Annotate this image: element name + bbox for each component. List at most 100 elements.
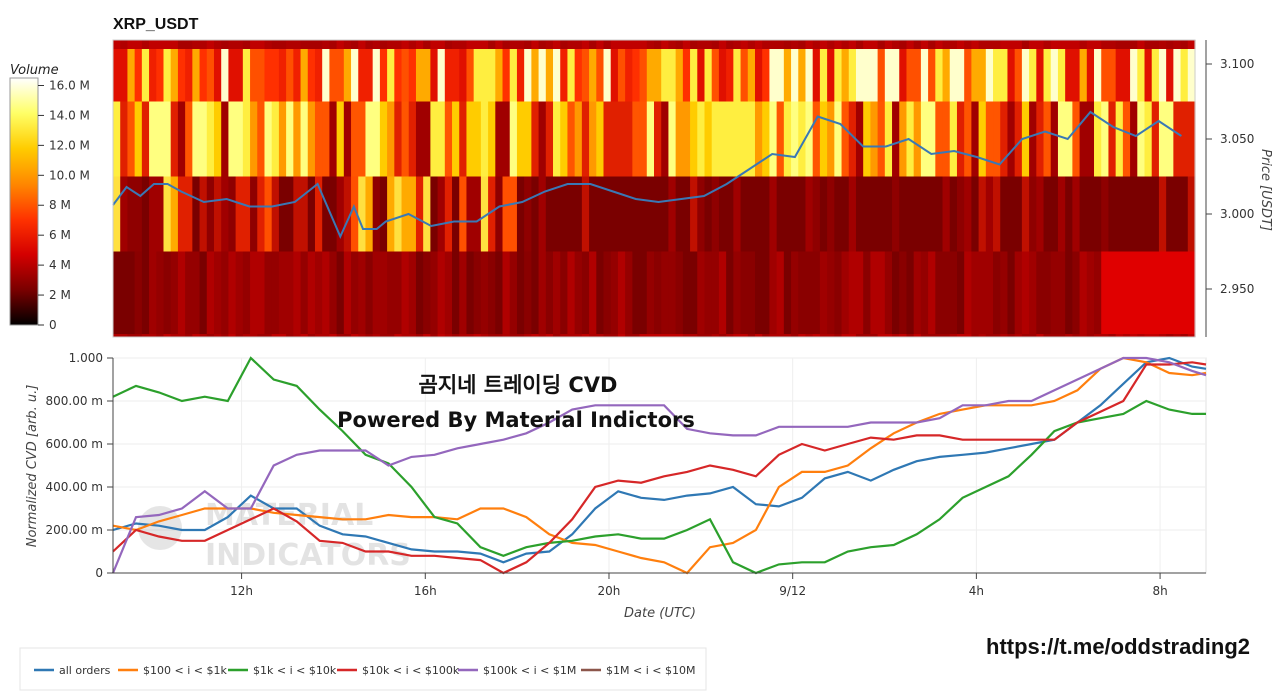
heatmap-cell — [415, 334, 424, 337]
heatmap-cell — [538, 49, 547, 102]
heatmap-cell — [257, 251, 266, 334]
heatmap-cell — [985, 101, 994, 177]
heatmap-cell — [156, 40, 165, 49]
heatmap-cell — [120, 40, 129, 49]
heatmap-cell — [1166, 49, 1174, 102]
heatmap-cell — [213, 49, 222, 102]
heatmap-cell — [430, 49, 439, 102]
heatmap-cell — [235, 251, 244, 334]
heatmap-cell — [221, 40, 230, 49]
heatmap-cell — [538, 176, 547, 252]
heatmap-cell — [791, 176, 799, 252]
heatmap-cell — [935, 334, 944, 337]
heatmap-cell — [322, 40, 330, 49]
heatmap-cell — [827, 49, 835, 102]
heatmap-cell — [1057, 49, 1066, 102]
heatmap-cell — [293, 40, 302, 49]
heatmap-cell — [704, 40, 713, 49]
heatmap-cell — [906, 334, 915, 337]
heatmap-cell — [1021, 176, 1030, 252]
heatmap-cell — [199, 176, 208, 252]
heatmap-cell — [351, 251, 359, 334]
heatmap-cell — [812, 176, 821, 252]
heatmap-cell — [120, 176, 129, 252]
heatmap-cell — [661, 101, 670, 177]
heatmap-cell — [733, 40, 742, 49]
heatmap-cell — [545, 251, 554, 334]
heatmap-cell — [170, 49, 179, 102]
heatmap-cell — [740, 334, 749, 337]
heatmap-cell — [567, 40, 576, 49]
heatmap-cell — [415, 49, 424, 102]
heatmap-cell — [531, 251, 540, 334]
heatmap-cell — [675, 40, 684, 49]
heatmap-cell — [581, 334, 590, 337]
heatmap-cell — [1043, 251, 1052, 334]
heatmap-cell — [949, 101, 958, 177]
heatmap-cell — [206, 40, 215, 49]
heatmap-cell — [322, 251, 330, 334]
cvd-x-tick-label: 8h — [1152, 584, 1167, 598]
heatmap-cell — [718, 251, 727, 334]
heatmap-cell — [336, 40, 345, 49]
heatmap-cell — [358, 101, 367, 177]
heatmap-cell — [351, 49, 359, 102]
heatmap-cell — [271, 40, 280, 49]
heatmap-cell — [892, 334, 900, 337]
heatmap-cell — [971, 334, 980, 337]
heatmap-cell — [646, 334, 655, 337]
heatmap-cell — [466, 49, 475, 102]
heatmap-cell — [848, 101, 857, 177]
heatmap-cell — [1043, 40, 1052, 49]
heatmap-cell — [372, 40, 381, 49]
heatmap-cell — [163, 40, 172, 49]
heatmap-cell — [250, 40, 258, 49]
heatmap-cell — [1122, 176, 1131, 252]
heatmap-cell — [336, 176, 345, 252]
cvd-y-tick-label: 0 — [95, 566, 103, 580]
heatmap-cell — [978, 251, 987, 334]
heatmap-cell — [899, 334, 908, 337]
heatmap-cell — [827, 251, 835, 334]
heatmap-cell — [1057, 251, 1066, 334]
heatmap-cell — [221, 176, 230, 252]
heatmap-cell — [488, 40, 496, 49]
heatmap-cell — [1187, 101, 1196, 177]
heatmap-cell — [625, 176, 633, 252]
heatmap-cell — [971, 49, 980, 102]
heatmap-cell — [754, 251, 763, 334]
heatmap-cell — [127, 49, 136, 102]
heatmap-cell — [257, 40, 266, 49]
heatmap-cell — [329, 334, 338, 337]
heatmap-cell — [1007, 251, 1016, 334]
heatmap-cell — [661, 176, 670, 252]
heatmap-cell — [1137, 176, 1146, 252]
heatmap-cell — [596, 334, 605, 337]
heatmap-cell — [690, 176, 698, 252]
heatmap-cell — [632, 40, 641, 49]
heatmap-cell — [221, 101, 230, 177]
heatmap-cell — [1101, 251, 1110, 334]
heatmap-cell — [848, 251, 857, 334]
heatmap-cell — [480, 176, 489, 252]
heatmap-cell — [668, 176, 677, 252]
heatmap-cell — [452, 40, 460, 49]
heatmap-cell — [473, 49, 482, 102]
heatmap-cell — [798, 101, 807, 177]
heatmap-cell — [473, 101, 482, 177]
heatmap-cell — [1137, 251, 1146, 334]
heatmap-cell — [192, 101, 201, 177]
heatmap-cell — [1086, 251, 1095, 334]
heatmap-cell — [913, 49, 922, 102]
heatmap-cell — [358, 40, 367, 49]
heatmap-cell — [935, 176, 944, 252]
telegram-link[interactable]: https://t.me/oddstrading2 — [986, 634, 1250, 659]
heatmap-cell — [769, 251, 778, 334]
heatmap-cell — [560, 101, 569, 177]
heatmap-cell — [718, 40, 727, 49]
heatmap-cell — [567, 251, 576, 334]
heatmap-cell — [1151, 176, 1160, 252]
heatmap-cell — [502, 176, 511, 252]
heatmap-cell — [1050, 101, 1059, 177]
cvd-y-axis-label: Normalized CVD [arb. u.] — [25, 385, 40, 548]
